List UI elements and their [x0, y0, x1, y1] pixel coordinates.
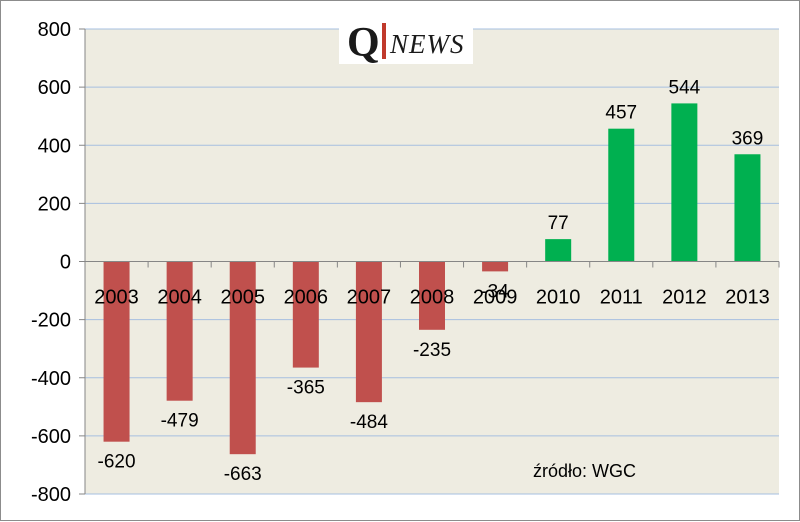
qnews-logo: Q NEWS [339, 18, 473, 66]
bar [608, 128, 635, 262]
y-tick-label: -600 [31, 426, 71, 448]
data-label: -484 [350, 412, 388, 433]
logo-word: NEWS [389, 29, 465, 59]
x-tick-label: 2013 [725, 287, 770, 309]
x-tick-label: 2007 [347, 287, 392, 309]
y-tick-label: -200 [31, 310, 71, 332]
data-label: 457 [605, 103, 637, 124]
y-tick-label: 200 [38, 193, 71, 215]
y-tick-label: -400 [31, 368, 71, 390]
data-label: -620 [98, 452, 136, 473]
data-label: -663 [224, 464, 262, 485]
bar [734, 154, 761, 262]
data-label: -365 [287, 378, 325, 399]
labels: 800 600 400 200 0 -200 -400 -600 -800 2003 -620 200… [31, 19, 770, 506]
x-tick-label: 2008 [410, 287, 455, 309]
logo-background [339, 18, 473, 64]
bars [103, 103, 761, 455]
data-label: -34 [481, 281, 509, 302]
x-tick-label: 2010 [536, 287, 581, 309]
y-tick-label: 400 [38, 135, 71, 157]
bar [166, 261, 193, 401]
data-label: 544 [669, 77, 701, 98]
x-tick-label: 2009 [473, 287, 518, 309]
axes [79, 28, 780, 495]
bar [229, 261, 256, 455]
bar [419, 261, 445, 330]
bar [103, 261, 130, 442]
logo-divider [382, 23, 386, 59]
bar [545, 239, 572, 262]
y-tick-label: -800 [31, 484, 71, 506]
x-tick-label: 2006 [284, 287, 329, 309]
bar [671, 103, 698, 262]
y-tick-label: 600 [38, 77, 71, 99]
data-label: -235 [413, 340, 451, 361]
data-label: 369 [732, 128, 764, 149]
bar [292, 261, 319, 368]
logo-letter: Q [347, 20, 380, 66]
x-tick-label: 2012 [662, 287, 707, 309]
source-note: źródło: WGC [533, 461, 636, 481]
bar [482, 261, 509, 272]
gridlines [85, 28, 779, 495]
bar [355, 261, 382, 403]
y-tick-label: 800 [38, 19, 71, 41]
x-tick-label: 2011 [600, 287, 643, 309]
data-label: -479 [161, 411, 199, 432]
x-tick-label: 2005 [220, 287, 265, 309]
data-label: 77 [548, 213, 569, 234]
x-tick-label: 2003 [94, 287, 139, 309]
y-tick-label: 0 [60, 252, 71, 274]
x-tick-label: 2004 [157, 287, 202, 309]
